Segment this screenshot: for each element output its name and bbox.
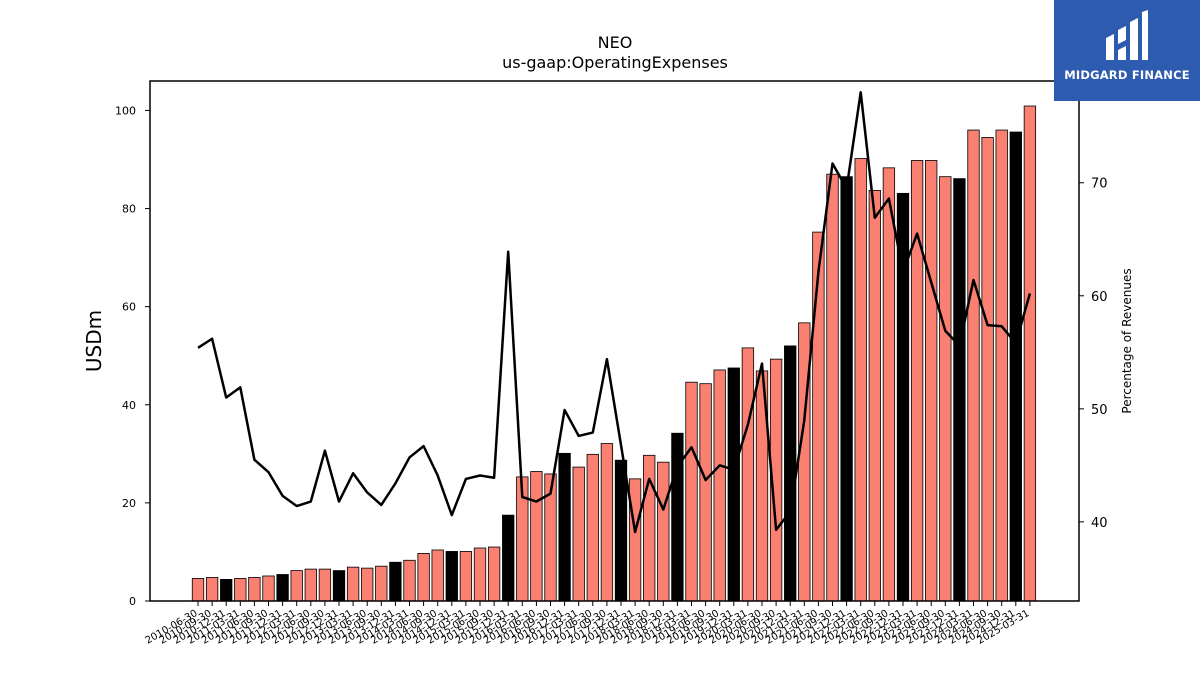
y-tick-label: 20 [122,497,136,510]
bar-annual [332,570,346,602]
bar-annual [784,345,797,602]
y-right-tick-label: 70 [1091,177,1108,192]
logo-text: MIDGARD FINANCE [1064,68,1190,82]
bar-quarterly [995,129,1008,602]
midgard-logo-icon [1106,10,1148,60]
y-axis-label-left: USDm [82,310,106,372]
y-tick-label: 100 [115,104,136,117]
y-right-tick-label: 60 [1091,290,1108,305]
bar-annual [558,452,571,602]
y-axis-right-ticks: 40 50 60 70 [1079,177,1108,531]
bar-annual [389,561,402,602]
bar-quarterly [572,466,585,602]
bar-quarterly [868,189,881,602]
bar-quarterly [431,549,444,602]
bar-quarterly [628,478,642,602]
bar-quarterly [262,575,275,602]
bar-quarterly [741,347,755,602]
bar-annual [671,432,684,602]
plot-frame [149,80,1080,602]
bar-quarterly [473,547,487,602]
bar-quarterly [657,461,670,602]
y-right-tick-label: 40 [1091,516,1108,531]
bar-quarterly [375,565,388,602]
bar-quarterly [530,471,543,602]
bar-quarterly [643,454,656,602]
chart-subtitle: us-gaap:OperatingExpenses [502,53,728,72]
midgard-finance-logo: MIDGARD FINANCE [1054,0,1200,101]
bar-quarterly [713,369,726,602]
y-tick-label: 80 [122,203,136,216]
y-tick-label: 60 [122,301,136,314]
bar-annual [445,551,458,602]
bar-quarterly [290,570,303,602]
bar-series [191,105,1037,602]
bar-quarterly [600,443,614,602]
chart-title: NEO [598,33,633,52]
bar-annual [220,579,233,602]
y-tick-label: 40 [122,399,136,412]
bar-quarterly [826,173,839,602]
bar-quarterly [191,578,205,602]
percentage-of-revenues-line [197,91,1032,534]
y-right-tick-label: 50 [1091,403,1108,418]
bar-quarterly [967,129,980,602]
bar-quarterly [854,158,867,602]
bar-quarterly [586,453,599,602]
bar-quarterly [812,231,825,602]
bar-quarterly [234,578,247,602]
bar-quarterly [304,568,317,602]
bar-quarterly [487,546,501,602]
bar-quarterly [882,167,896,602]
bar-quarterly [205,577,219,602]
bar-quarterly [403,559,416,602]
y-axis-left-ticks: 0 20 40 60 80 100 [115,104,150,608]
line-series [197,91,1032,534]
bar-quarterly [1023,105,1037,602]
bar-quarterly [459,551,473,602]
bar-quarterly [939,176,952,602]
bar-quarterly [685,381,698,602]
bar-quarterly [925,160,938,602]
bar-annual [953,178,966,602]
bar-quarterly [361,567,374,602]
y-tick-label: 0 [129,595,136,608]
bar-quarterly [910,160,924,602]
bar-quarterly [248,577,261,602]
bar-annual [276,574,289,602]
bar-quarterly [417,553,430,602]
bar-quarterly [981,137,994,602]
bar-annual [614,459,628,602]
bar-annual [840,176,853,602]
bar-annual [502,514,515,602]
bar-quarterly [346,566,360,602]
bar-quarterly [699,383,712,602]
bar-annual [727,367,740,602]
bar-quarterly [798,322,811,602]
bar-annual [1009,131,1022,602]
y-axis-label-right: Percentage of Revenues [1120,268,1134,413]
bar-quarterly [318,568,332,602]
x-axis-ticks: 2010-06-302010-09-302010-12-312011-03-31… [144,601,1031,647]
